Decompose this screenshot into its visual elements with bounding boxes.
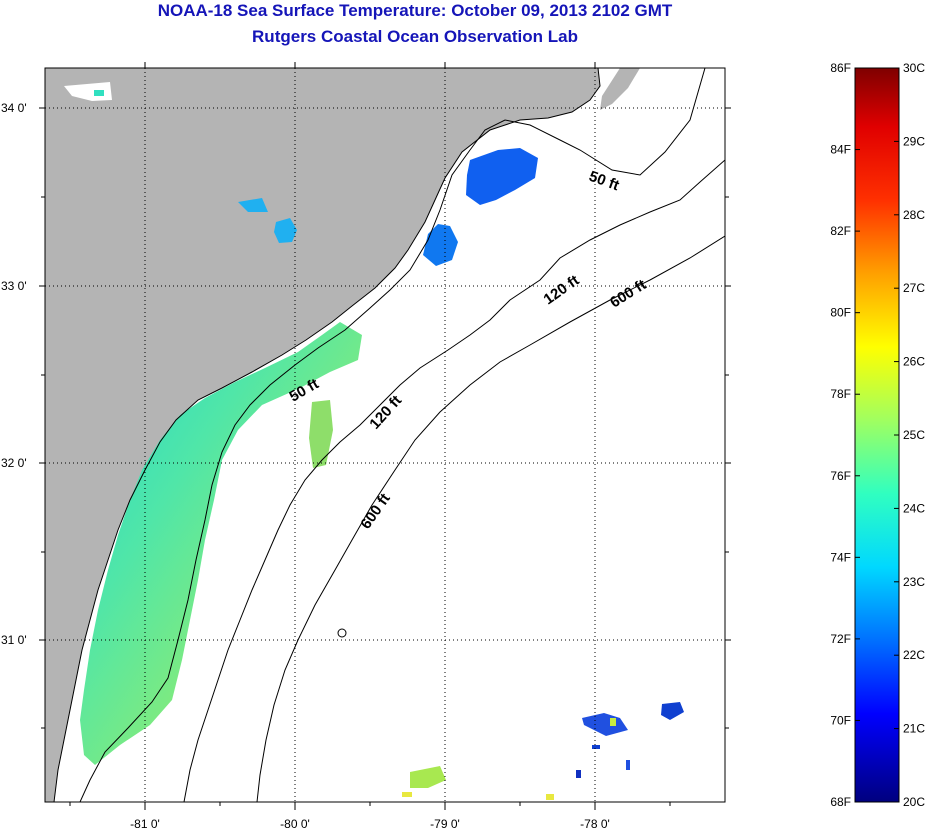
sst-pixel-topleft <box>94 90 104 96</box>
colorbar-fahrenheit-labels: 86F 84F 82F 80F 78F 76F 74F 72F 70F 68F <box>830 61 851 809</box>
chart-subtitle: Rutgers Coastal Ocean Observation Lab <box>252 27 578 46</box>
sst-patch-se <box>582 713 628 736</box>
lon-label-79: -79 0' <box>430 817 460 831</box>
sst-coastal-band <box>80 322 362 765</box>
sst-patch-inland-small <box>238 198 268 212</box>
sst-patch-bottom <box>410 766 446 788</box>
grid <box>45 68 725 802</box>
sst-patch-topleft <box>64 82 112 101</box>
colorbar-label-f: 80F <box>830 306 851 320</box>
colorbar <box>854 67 900 803</box>
colorbar-label-c: 28C <box>903 208 925 222</box>
colorbar-label-f: 68F <box>830 795 851 809</box>
colorbar-label-c: 30C <box>903 61 925 75</box>
depth-label-600ft-south: 600 ft <box>357 490 393 532</box>
sst-patch-offshore <box>309 400 333 468</box>
lon-label-78: -78 0' <box>580 817 610 831</box>
seamount-contour <box>337 628 347 638</box>
isobath-120ft <box>183 159 725 802</box>
colorbar-label-f: 72F <box>830 632 851 646</box>
sst-pixel-bottom-b <box>546 794 554 800</box>
colorbar-label-c: 23C <box>903 575 925 589</box>
colorbar-label-c: 24C <box>903 501 925 515</box>
colorbar-label-f: 82F <box>830 224 851 238</box>
land-mass-cape <box>600 68 640 110</box>
colorbar-label-f: 84F <box>830 143 851 157</box>
land-mass <box>45 68 600 802</box>
lat-label-32: 32 0' <box>1 456 27 470</box>
sst-pixel-se-c <box>626 760 630 770</box>
lon-label-80: -80 0' <box>280 817 310 831</box>
colorbar-label-f: 70F <box>830 713 851 727</box>
colorbar-label-c: 22C <box>903 648 925 662</box>
sst-patch-east <box>661 702 684 720</box>
sst-pixel-se-warm <box>610 718 616 726</box>
sst-pixel-se-a <box>576 770 581 778</box>
colorbar-label-c: 21C <box>903 722 925 736</box>
depth-label-120ft-north: 120 ft <box>541 272 583 308</box>
lat-label-33: 33 0' <box>1 279 27 293</box>
colorbar-label-c: 29C <box>903 134 925 148</box>
map-frame <box>44 67 726 803</box>
isobath-600ft <box>256 235 725 802</box>
sst-patch-bay <box>423 224 458 266</box>
lon-label-81: -81 0' <box>130 817 160 831</box>
colorbar-ticks <box>855 67 899 803</box>
sst-patch-inland <box>274 218 297 243</box>
colorbar-celsius-labels: 30C 29C 28C 27C 26C 25C 24C 23C 22C 21C 20C <box>903 61 925 809</box>
chart-title: NOAA-18 Sea Surface Temperature: October… <box>157 1 673 20</box>
sst-patch-north <box>466 148 538 205</box>
colorbar-label-f: 76F <box>830 469 851 483</box>
colorbar-label-c: 27C <box>903 281 925 295</box>
lat-label-31: 31 0' <box>1 633 27 647</box>
colorbar-label-f: 78F <box>830 387 851 401</box>
depth-label-50ft-north: 50 ft <box>587 168 622 195</box>
isobath-50ft <box>79 68 706 802</box>
axis-ticks <box>39 62 731 810</box>
colorbar-label-f: 74F <box>830 550 851 564</box>
sst-pixel-bottom-a <box>402 792 412 797</box>
colorbar-label-c: 25C <box>903 428 925 442</box>
colorbar-label-c: 20C <box>903 795 925 809</box>
colorbar-label-f: 86F <box>830 61 851 75</box>
lat-label-34: 34 0' <box>1 101 27 115</box>
colorbar-label-c: 26C <box>903 355 925 369</box>
depth-label-600ft-north: 600 ft <box>607 276 649 311</box>
coastline <box>53 68 601 802</box>
sst-pixel-se-b <box>592 745 600 749</box>
